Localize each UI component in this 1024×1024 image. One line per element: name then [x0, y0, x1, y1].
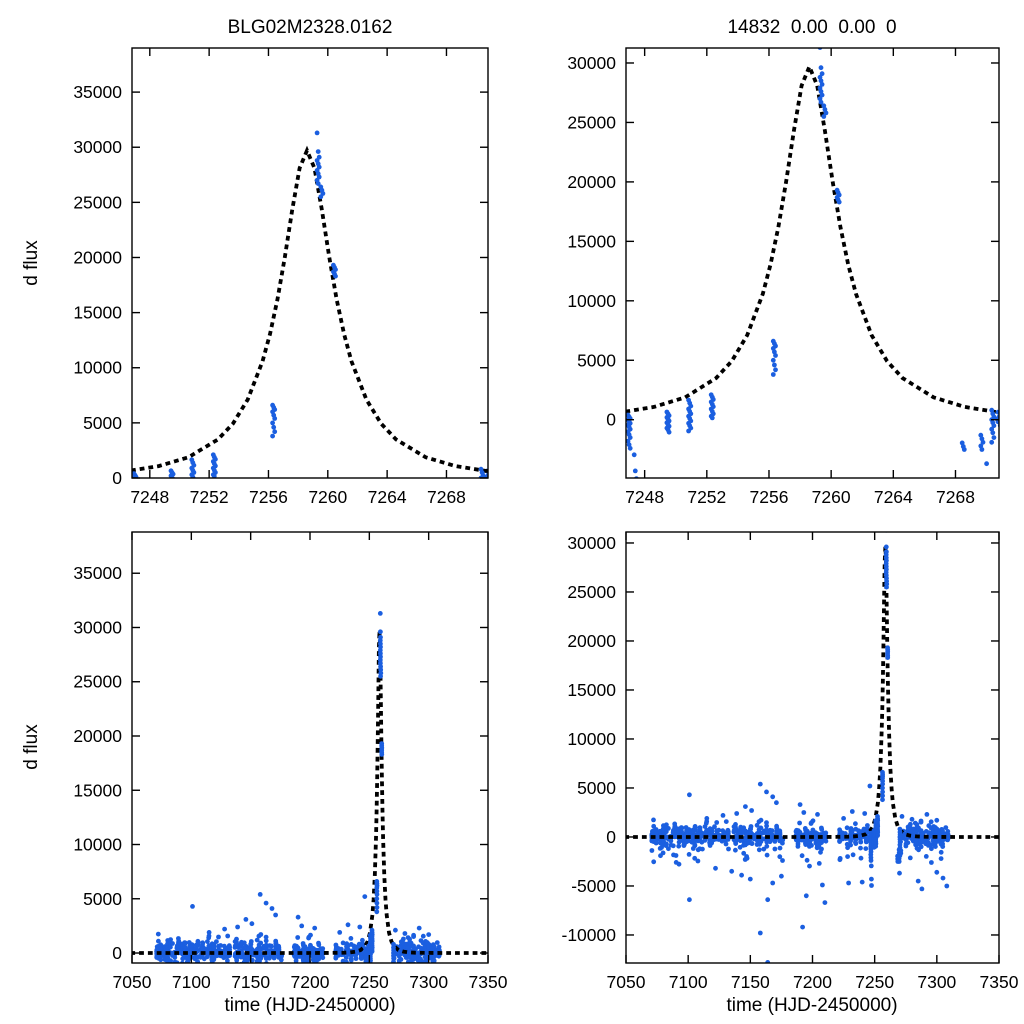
svg-text:15000: 15000 — [567, 231, 616, 251]
svg-text:20000: 20000 — [73, 247, 122, 267]
svg-text:30000: 30000 — [73, 617, 122, 637]
svg-text:7252: 7252 — [190, 487, 229, 507]
panel-bottom-left-data — [132, 611, 488, 963]
svg-text:7264: 7264 — [368, 487, 407, 507]
panel-top-right-data — [626, 48, 999, 478]
model-curve — [626, 61, 999, 415]
svg-text:15000: 15000 — [73, 303, 122, 323]
panel-bottom-right-data — [626, 532, 999, 963]
svg-text:5000: 5000 — [83, 413, 122, 433]
scatter-epoch-points — [626, 48, 997, 478]
svg-text:15000: 15000 — [567, 680, 616, 700]
svg-text:7260: 7260 — [812, 487, 851, 507]
svg-text:10000: 10000 — [73, 358, 122, 378]
axis-ticks — [626, 48, 999, 478]
x-axis-label-right: time (HJD-2450000) — [726, 995, 898, 1016]
scatter-noise-points — [154, 892, 442, 963]
svg-text:7200: 7200 — [291, 972, 330, 992]
scatter-epoch-points — [363, 611, 396, 963]
svg-text:10000: 10000 — [567, 291, 616, 311]
svg-text:7150: 7150 — [231, 972, 270, 992]
svg-text:7256: 7256 — [750, 487, 789, 507]
axes-frame — [625, 531, 1000, 964]
model-curve — [132, 145, 488, 473]
model-curve — [132, 630, 488, 955]
svg-text:0: 0 — [112, 943, 122, 963]
scatter-epoch-points — [132, 130, 486, 478]
x-axis-label-left: time (HJD-2450000) — [224, 995, 396, 1016]
svg-text:0: 0 — [606, 827, 616, 847]
svg-text:7260: 7260 — [308, 487, 347, 507]
axis-ticks — [131, 532, 489, 963]
svg-text:20000: 20000 — [73, 726, 122, 746]
svg-text:7350: 7350 — [469, 972, 508, 992]
panel-title-fit-params: 14832 0.00 0.00 0 — [727, 17, 897, 38]
svg-text:7264: 7264 — [874, 487, 913, 507]
y-axis-label-bottom: d flux — [21, 724, 42, 770]
axes-frame — [131, 47, 489, 479]
svg-text:15000: 15000 — [73, 780, 122, 800]
tick-labels: 7248 7252 7256 7260 7264 7268 0 5000 10000 15000 2… — [73, 82, 466, 507]
axis-ticks — [132, 48, 488, 479]
svg-text:30000: 30000 — [567, 53, 616, 73]
svg-text:35000: 35000 — [73, 82, 122, 102]
svg-text:7200: 7200 — [793, 972, 832, 992]
svg-text:25000: 25000 — [567, 112, 616, 132]
svg-text:7252: 7252 — [687, 487, 726, 507]
tick-labels: 7050 7100 7150 7200 7250 7300 7350 0 5000 10000 15… — [73, 563, 507, 992]
axes-frame — [625, 47, 1000, 479]
svg-text:5000: 5000 — [577, 350, 616, 370]
svg-text:20000: 20000 — [567, 172, 616, 192]
model-curve — [626, 545, 999, 839]
panel-top-left-data — [132, 130, 488, 478]
svg-text:7250: 7250 — [350, 972, 389, 992]
svg-text:20000: 20000 — [567, 631, 616, 651]
tick-labels: 7248 7252 7256 7260 7264 7268 0 5000 10000 15000 2… — [567, 53, 975, 507]
svg-text:30000: 30000 — [567, 533, 616, 553]
y-axis-label-top: d flux — [21, 240, 42, 286]
svg-text:-5000: -5000 — [571, 876, 616, 896]
svg-text:7268: 7268 — [936, 487, 975, 507]
svg-text:7268: 7268 — [427, 487, 466, 507]
svg-text:7100: 7100 — [669, 972, 708, 992]
svg-text:7300: 7300 — [409, 972, 448, 992]
svg-text:7256: 7256 — [249, 487, 288, 507]
svg-text:0: 0 — [112, 468, 122, 488]
scatter-epoch-points — [868, 532, 903, 888]
svg-text:0: 0 — [606, 410, 616, 430]
svg-text:5000: 5000 — [83, 889, 122, 909]
svg-text:10000: 10000 — [567, 729, 616, 749]
svg-text:7248: 7248 — [625, 487, 664, 507]
svg-text:7300: 7300 — [917, 972, 956, 992]
svg-text:-10000: -10000 — [562, 925, 617, 945]
svg-text:7100: 7100 — [172, 972, 211, 992]
svg-text:5000: 5000 — [577, 778, 616, 798]
svg-text:7250: 7250 — [855, 972, 894, 992]
svg-text:7050: 7050 — [607, 972, 646, 992]
svg-text:7350: 7350 — [980, 972, 1019, 992]
axes-frame — [131, 531, 489, 964]
scatter-noise-points — [649, 781, 951, 963]
svg-text:35000: 35000 — [73, 563, 122, 583]
svg-text:30000: 30000 — [73, 137, 122, 157]
svg-text:10000: 10000 — [73, 835, 122, 855]
panel-title-object-id: BLG02M2328.0162 — [227, 17, 393, 38]
tick-labels: 7050 7100 7150 7200 7250 7300 7350 -10000 -5000 0… — [562, 533, 1019, 992]
axis-ticks — [625, 532, 1000, 963]
svg-text:25000: 25000 — [567, 582, 616, 602]
svg-text:7248: 7248 — [130, 487, 169, 507]
svg-text:7050: 7050 — [113, 972, 152, 992]
svg-text:7150: 7150 — [731, 972, 770, 992]
svg-text:25000: 25000 — [73, 672, 122, 692]
svg-text:25000: 25000 — [73, 192, 122, 212]
